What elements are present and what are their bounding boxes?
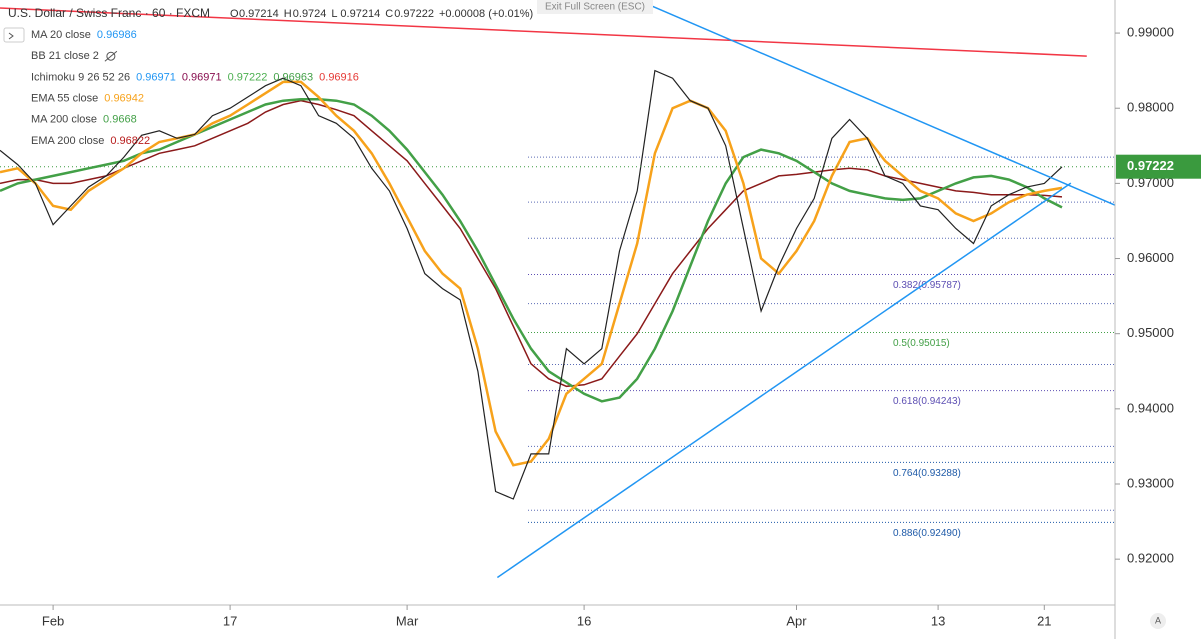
series-line [0,69,1063,500]
indicator-name: MA 20 close [31,29,91,41]
visibility-icon-slash [104,50,118,62]
indicator-value: 0.96963 [273,71,313,83]
y-tick-label: 0.98000 [1127,100,1174,115]
x-tick-label: Feb [42,613,64,628]
indicator-value: 0.96971 [182,71,222,83]
visibility-icon [106,51,116,61]
indicator-name: EMA 200 close [31,135,104,147]
last-price-box [1116,154,1201,179]
x-tick-label: 16 [577,613,591,628]
trendline [649,4,1116,206]
hint-bg [537,0,653,14]
x-tick-label: Apr [786,613,807,628]
y-tick-label: 0.96000 [1127,250,1174,265]
ohlc-value: 0.97214 [340,8,380,20]
fib-label: 0.764(0.93288) [893,468,961,479]
ohlc-label: C [385,8,393,20]
x-tick-label: 17 [223,613,237,628]
x-tick-label: Mar [396,613,419,628]
ohlc-value: 0.9724 [293,8,327,20]
y-tick-label: 0.93000 [1127,475,1174,490]
indicator-name: MA 200 close [31,114,97,126]
y-tick-label: 0.94000 [1127,400,1174,415]
indicator-value: 0.96986 [97,29,137,41]
plot-area: 0.382(0.95787) 0.5(0.95015) 0.618(0.94243)… [0,4,1116,579]
fib-label: 0.886(0.92490) [893,528,961,539]
collapse-icon[interactable] [8,32,14,40]
header: O 0.97214 H 0.9724 L 0.97214 C 0.97222 +0.00008 … [230,8,533,20]
indicator-name: Ichimoku 9 26 52 26 [31,71,130,83]
indicator-value: 0.96916 [319,71,359,83]
indicator-legend: MA 20 close 0.96986 BB 21 close 2 Ichimoku … [31,29,359,147]
x-tick-label: 21 [1037,613,1051,628]
indicator-value: 0.96822 [110,135,150,147]
auto-scale-icon: A [1155,615,1161,625]
indicator-value: 0.9668 [103,114,137,126]
ohlc-label: O [230,8,239,20]
y-tick-label: 0.95000 [1127,325,1174,340]
change: +0.00008 (+0.01%) [439,8,533,20]
fib-label: 0.618(0.94243) [893,396,961,407]
indicator-value: 0.96971 [136,71,176,83]
ohlc-value: 0.97222 [394,8,434,20]
ohlc-label: L [331,8,337,20]
indicator-name: BB 21 close 2 [31,50,99,62]
trendline [0,7,1087,57]
fib-label: 0.5(0.95015) [893,338,950,349]
y-tick-label: 0.92000 [1127,551,1174,566]
fullscreen-hint[interactable]: Exit Full Screen (ESC) [545,2,645,13]
ohlc-value: 0.97214 [239,8,279,20]
indicator-name: EMA 55 close [31,93,98,105]
series-line [0,97,1063,403]
auto-scale-button[interactable] [1150,613,1166,629]
collapse-button[interactable] [3,27,25,43]
y-tick-label: 0.99000 [1127,25,1174,40]
indicator-value: 0.96942 [104,93,144,105]
symbol-title: U.S. Dollar / Swiss Franc · 60 · FXCM [8,6,210,20]
ohlc-label: H [284,8,292,20]
indicator-value: 0.97222 [228,71,268,83]
x-tick-label: 13 [931,613,945,628]
fib-label: 0.382(0.95787) [893,280,961,291]
last-price-label: 0.97222 [1127,158,1174,173]
trendline [496,182,1072,579]
